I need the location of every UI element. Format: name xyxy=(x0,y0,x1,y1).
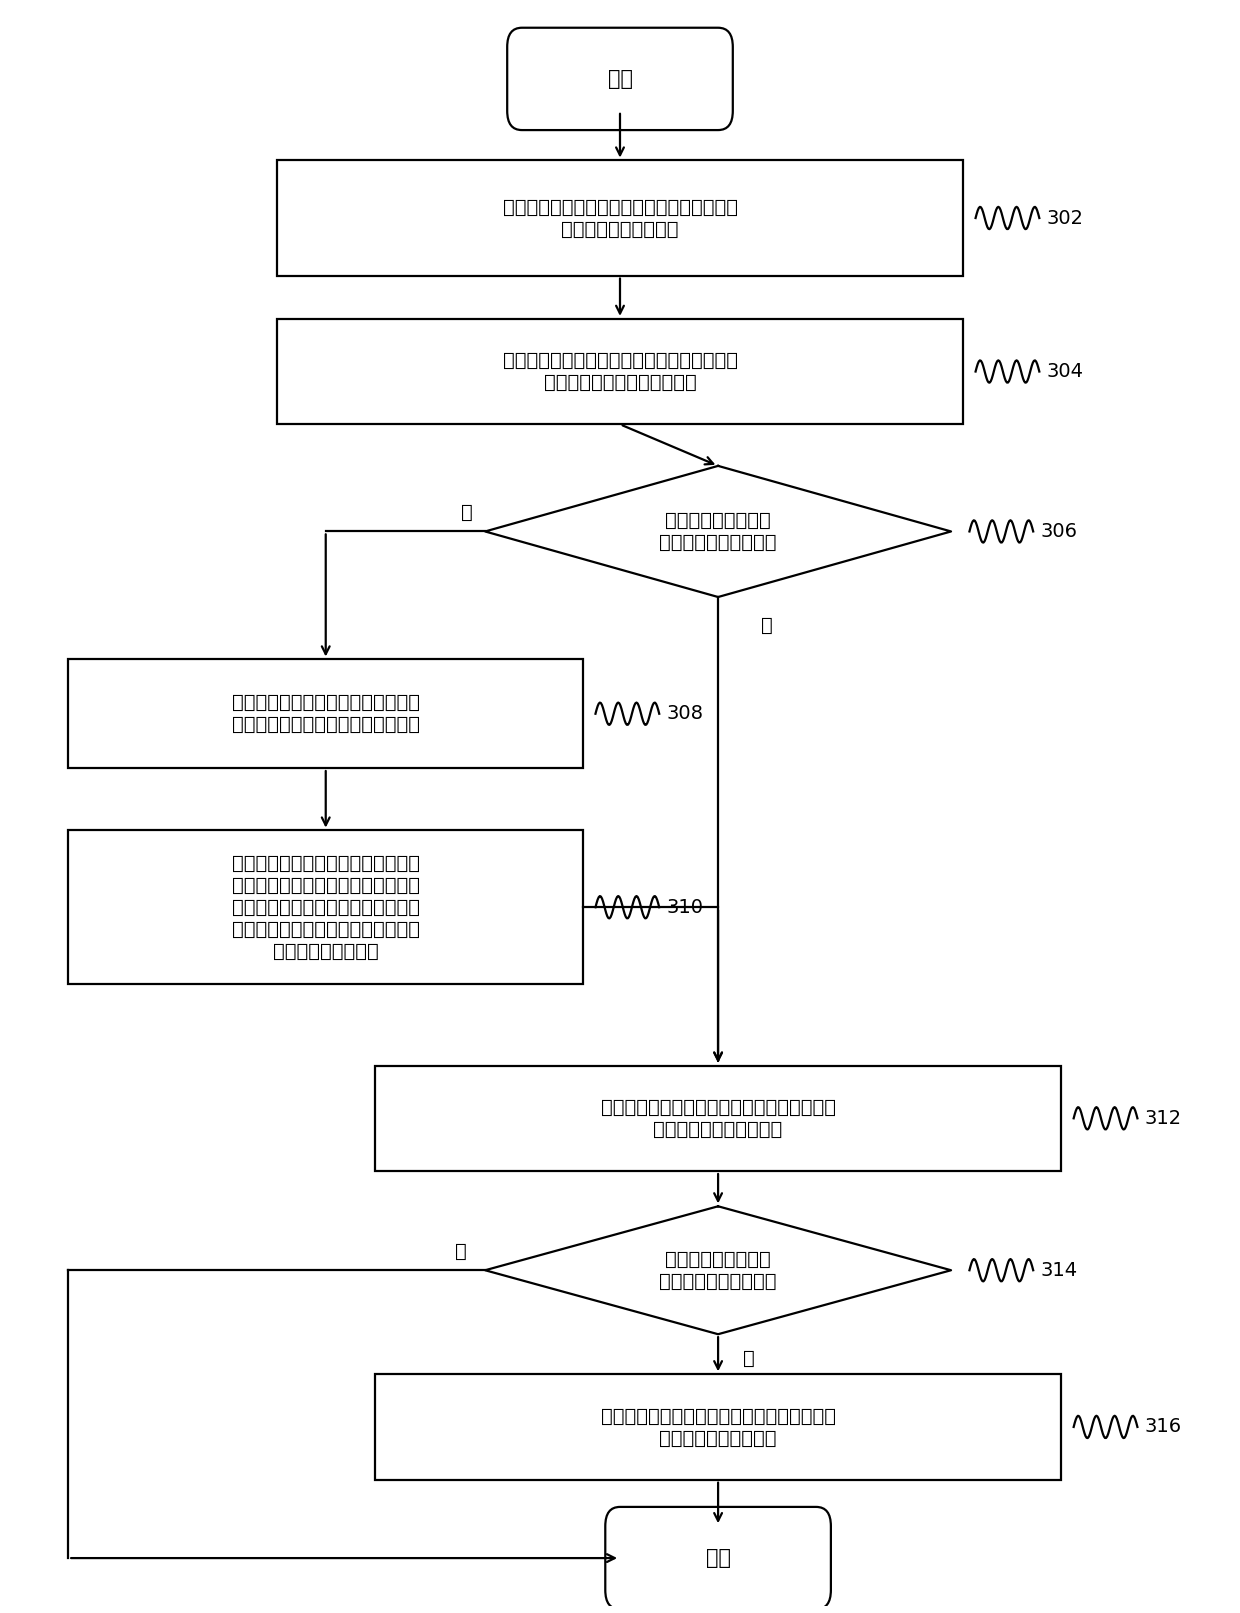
Bar xyxy=(277,160,963,276)
Text: 开始: 开始 xyxy=(608,69,632,89)
Text: 当群体类型为预设群体类型，且判断
车辆在密闭状态下超过预设时长或者
车辆内的空气含氧量低于预设阈值时
，控制空调通风装置和空调循环装置
以第二工作方式工作: 当群体类型为预设群体类型，且判断 车辆在密闭状态下超过预设时长或者 车辆内的空气… xyxy=(232,853,419,961)
Text: 304: 304 xyxy=(1047,361,1084,381)
Bar xyxy=(68,660,583,768)
Text: 308: 308 xyxy=(667,705,703,723)
Text: 接收由车辆的摄像装置拍摄的人像信
息；根据人像信息判断人的群体类型: 接收由车辆的摄像装置拍摄的人像信 息；根据人像信息判断人的群体类型 xyxy=(232,694,419,734)
Text: 结束: 结束 xyxy=(706,1548,730,1568)
Text: 接收由距离车辆预设距离的驾驶员通过控制装
置发出的空调控制信号: 接收由距离车辆预设距离的驾驶员通过控制装 置发出的空调控制信号 xyxy=(502,197,738,239)
Bar xyxy=(277,319,963,424)
Text: 是: 是 xyxy=(743,1348,754,1368)
Text: 302: 302 xyxy=(1047,208,1084,227)
Text: 否: 否 xyxy=(761,616,773,636)
Text: 310: 310 xyxy=(667,898,703,916)
Text: 是: 是 xyxy=(461,503,472,521)
Text: 根据座椅压力信号判
断车辆内是否有驾驶员: 根据座椅压力信号判 断车辆内是否有驾驶员 xyxy=(660,511,776,552)
Bar xyxy=(374,1374,1061,1479)
Text: 控制空调通风装置以预设风量工作以及调整空
调循环装置至外循环模式: 控制空调通风装置以预设风量工作以及调整空 调循环装置至外循环模式 xyxy=(600,1098,836,1139)
Polygon shape xyxy=(485,1207,951,1334)
Text: 控制空调通风装置及空调循环装置以第三工作
方式工作或者停止工作: 控制空调通风装置及空调循环装置以第三工作 方式工作或者停止工作 xyxy=(600,1407,836,1447)
Bar xyxy=(374,1066,1061,1171)
Text: 316: 316 xyxy=(1145,1418,1182,1437)
Bar xyxy=(68,831,583,984)
Text: 312: 312 xyxy=(1145,1108,1182,1127)
Text: 306: 306 xyxy=(1040,523,1078,540)
FancyBboxPatch shape xyxy=(605,1507,831,1610)
Text: 否: 否 xyxy=(455,1242,466,1260)
Text: 314: 314 xyxy=(1040,1261,1078,1279)
Polygon shape xyxy=(485,466,951,597)
Text: 根据座椅压力信号判
断车辆内是否有驾驶员: 根据座椅压力信号判 断车辆内是否有驾驶员 xyxy=(660,1250,776,1290)
FancyBboxPatch shape xyxy=(507,27,733,131)
Text: 接收由车辆的检测装置在空调控制信号的触发
作用下检测到的座椅压力信号: 接收由车辆的检测装置在空调控制信号的触发 作用下检测到的座椅压力信号 xyxy=(502,352,738,392)
